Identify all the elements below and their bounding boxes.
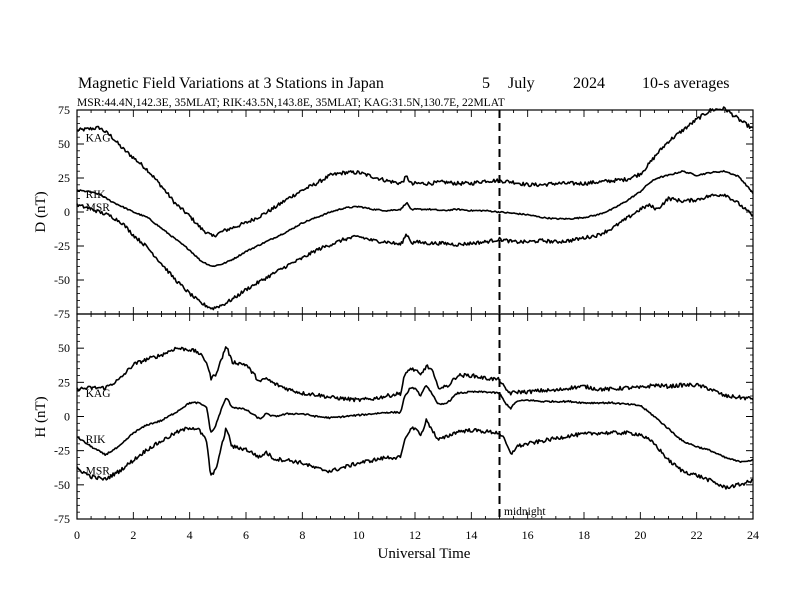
x-tick-label: 18 [578,528,590,542]
h-ytick-label: -25 [54,444,70,458]
chart-title-month: July [508,75,535,92]
x-tick-label: 12 [409,528,421,542]
h-trace-kag [76,346,754,403]
h-trace-msr [76,418,754,490]
chart-title-year: 2024 [573,75,605,92]
d-axis-label: D (nT) [33,191,49,232]
x-tick-label: 24 [747,528,759,542]
h-series-label-rik: RIK [86,434,107,446]
d-ytick-label: 75 [58,103,70,117]
chart-title-averaging: 10-s averages [642,75,730,92]
h-ytick-label: 25 [58,375,70,389]
h-ytick-label: 0 [64,410,70,424]
d-ytick-label: 0 [64,205,70,219]
x-tick-label: 8 [299,528,305,542]
x-tick-label: 20 [634,528,646,542]
d-ytick-label: -50 [54,273,70,287]
x-tick-label: 14 [465,528,477,542]
d-panel-frame [76,109,754,315]
x-tick-label: 22 [691,528,703,542]
d-ytick-label: 50 [58,137,70,151]
chart-marks: 7550250-25-50-75KAGRIKMSR50250-25-50-750… [54,103,759,542]
h-series-label-kag: KAG [86,388,111,400]
h-trace-rik [76,385,754,464]
d-series-label-rik: RIK [86,189,107,201]
h-ytick-label: 50 [58,341,70,355]
h-panel-frame [76,313,754,520]
d-series-label-kag: KAG [86,132,111,144]
d-ytick-label: 25 [58,171,70,185]
chart-title-day: 5 [482,75,490,92]
d-trace-kag [76,106,754,238]
d-ytick-label: -25 [54,239,70,253]
x-tick-label: 4 [187,528,193,542]
d-series-label-msr: MSR [86,202,111,214]
x-tick-label: 6 [243,528,249,542]
h-series-label-msr: MSR [86,465,111,477]
x-tick-label: 10 [353,528,365,542]
midnight-label: midnight [504,506,546,518]
chart-title: Magnetic Field Variations at 3 Stations … [78,75,384,92]
station-subtitle: MSR:44.4N,142.3E, 35MLAT; RIK:43.5N,143.… [77,97,505,109]
d-trace-msr [76,193,754,311]
h-ytick-label: -75 [54,512,70,526]
x-axis-label: Universal Time [378,546,471,562]
x-tick-label: 16 [522,528,534,542]
d-trace-rik [76,169,754,268]
h-axis-label: H (nT) [33,396,49,437]
h-ytick-label: -50 [54,478,70,492]
x-tick-label: 2 [130,528,136,542]
x-tick-label: 0 [74,528,80,542]
d-ytick-label: -75 [54,307,70,321]
